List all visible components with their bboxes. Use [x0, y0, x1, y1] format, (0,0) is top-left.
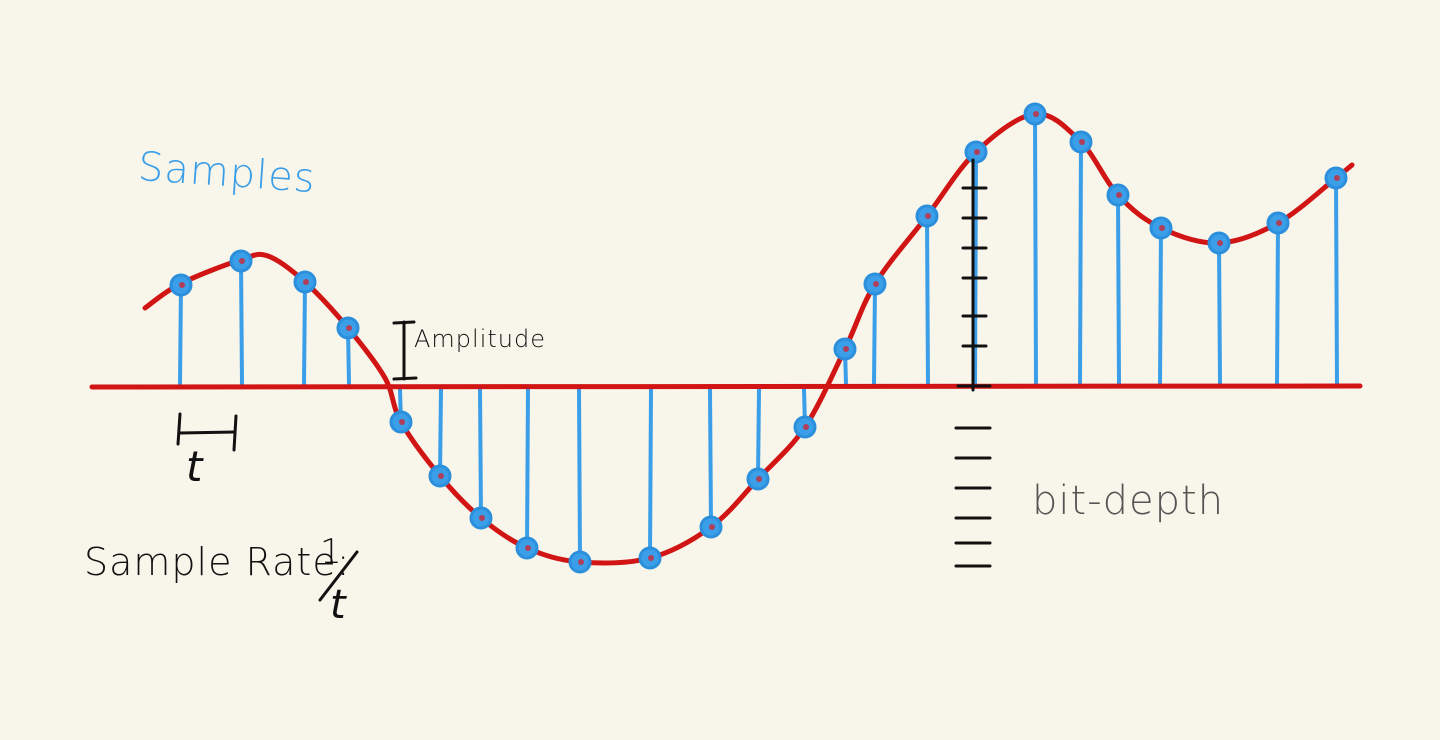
- sample-stem: [925, 214, 930, 386]
- sample-dot-icon: [229, 249, 253, 273]
- sample-rate-label: Sample Rate:: [84, 540, 351, 584]
- sample-dot-icon: [1207, 231, 1231, 255]
- sample-stem: [1275, 221, 1280, 386]
- sample-stem: [438, 387, 443, 478]
- sample-dot-icon: [793, 415, 817, 439]
- sample-stem: [1116, 193, 1121, 386]
- sample-dot-icon: [293, 270, 317, 294]
- sample-rate-denominator: t: [330, 582, 347, 628]
- sample-stem: [178, 283, 183, 386]
- sample-dot-icon: [428, 464, 452, 488]
- sample-dot-icon: [638, 546, 662, 570]
- sample-stem: [1217, 241, 1222, 386]
- amplitude-label: Amplitude: [414, 325, 546, 353]
- fraction-slash: [318, 550, 359, 602]
- sample-stem: [577, 387, 582, 564]
- sample-dot-icon: [1106, 183, 1130, 207]
- sample-stem: [1078, 140, 1083, 386]
- sample-points: [169, 102, 1348, 574]
- sample-dot-icon: [699, 515, 723, 539]
- sample-stem: [756, 387, 761, 481]
- sample-stem: [708, 387, 713, 529]
- sample-stem: [1158, 226, 1163, 386]
- sample-stem: [525, 387, 530, 550]
- sample-rate-numerator: 1: [320, 532, 343, 572]
- sample-dot-icon: [833, 337, 857, 361]
- sample-stem: [302, 280, 307, 386]
- sample-stem: [1334, 176, 1339, 386]
- bit-depth-label: bit-depth: [1032, 478, 1225, 524]
- bit-depth-scale: [954, 158, 992, 568]
- sample-dot-icon: [1149, 216, 1173, 240]
- sample-dot-icon: [1266, 211, 1290, 235]
- sample-stem: [478, 387, 483, 520]
- sample-dot-icon: [469, 506, 493, 530]
- sample-dot-icon: [1069, 130, 1093, 154]
- period-label: t: [186, 442, 204, 491]
- sample-stems: [178, 112, 1339, 564]
- sample-dot-icon: [746, 467, 770, 491]
- zero-axis-line: [89, 383, 1363, 390]
- sample-dot-icon: [915, 204, 939, 228]
- sample-dot-icon: [863, 272, 887, 296]
- sample-dot-icon: [1023, 102, 1047, 126]
- sample-dot-icon: [169, 273, 193, 297]
- sample-dot-icon: [389, 410, 413, 434]
- sample-dot-icon: [515, 536, 539, 560]
- amplitude-bracket: [392, 320, 418, 381]
- period-bracket: [176, 412, 238, 452]
- sample-stem: [648, 387, 653, 560]
- sample-dot-icon: [336, 316, 360, 340]
- sample-dot-icon: [964, 140, 988, 164]
- sample-stem: [1033, 112, 1038, 386]
- sample-stem: [239, 259, 244, 386]
- sample-dot-icon: [1324, 166, 1348, 190]
- sample-stem: [872, 282, 877, 386]
- sample-dot-icon: [568, 550, 592, 574]
